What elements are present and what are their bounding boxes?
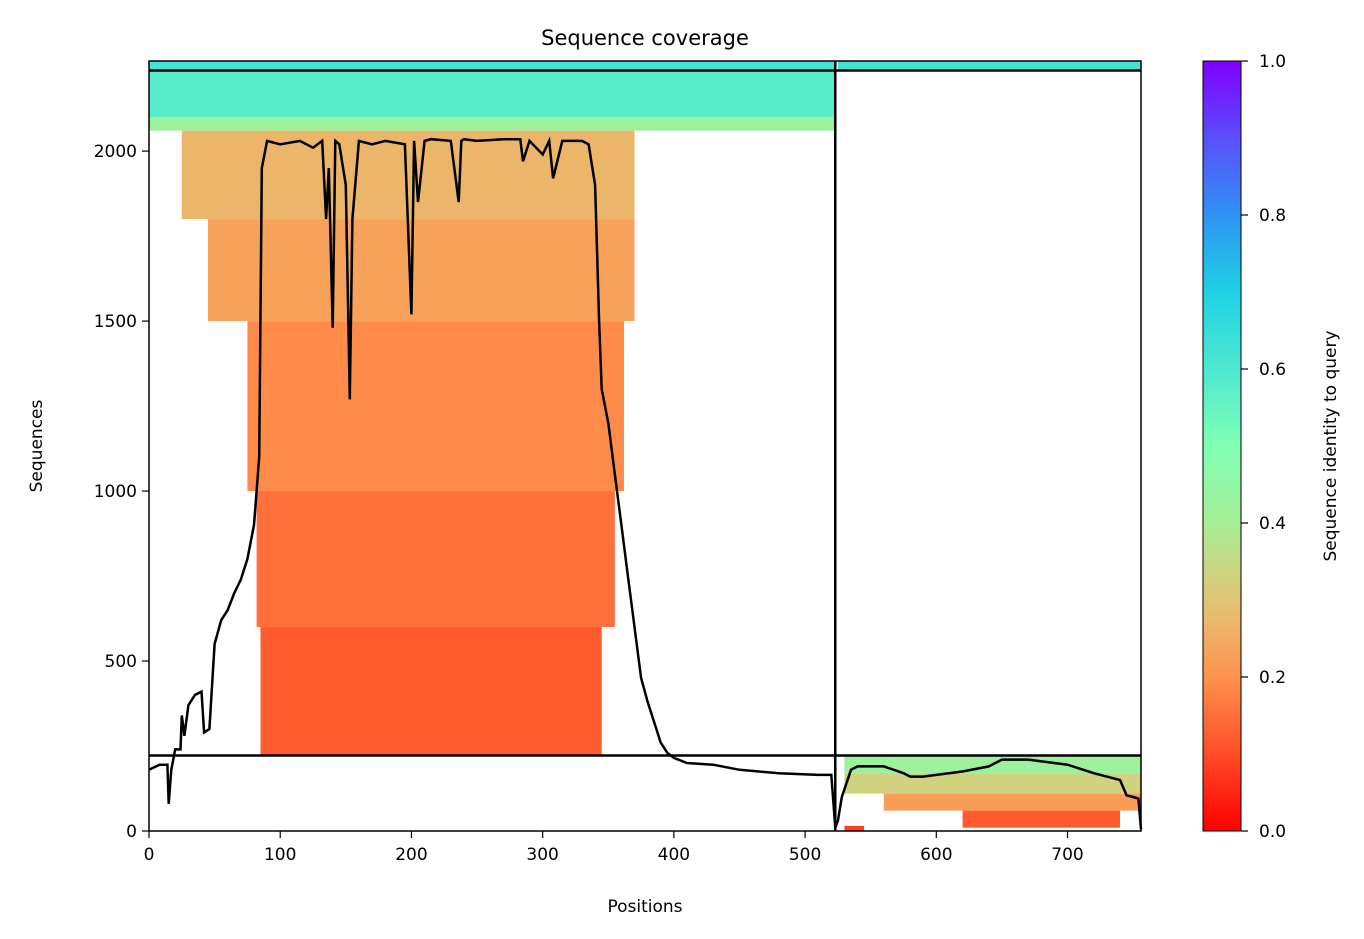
coverage-block bbox=[837, 61, 1141, 71]
chart-title: Sequence coverage bbox=[541, 26, 749, 50]
colorbar-axis: 0.0 0.2 0.4 0.6 0.8 1.0 bbox=[1241, 52, 1286, 842]
coverage-block bbox=[149, 117, 836, 131]
colorbar-tick-label: 0.8 bbox=[1259, 206, 1286, 226]
x-tick-label: 0 bbox=[144, 845, 155, 865]
y-tick-label: 1000 bbox=[94, 482, 137, 502]
coverage-block bbox=[149, 61, 836, 71]
y-axis: 0 500 1000 1500 2000 bbox=[94, 142, 149, 842]
y-tick-label: 1500 bbox=[94, 312, 137, 332]
x-tick-label: 700 bbox=[1051, 845, 1083, 865]
y-axis-label: Sequences bbox=[27, 400, 47, 493]
coverage-block bbox=[260, 627, 602, 756]
plot-frame bbox=[148, 60, 1142, 832]
coverage-block bbox=[149, 70, 836, 118]
section-separators bbox=[149, 61, 1141, 831]
x-tick-label: 600 bbox=[920, 845, 952, 865]
colorbar-tick-label: 0.0 bbox=[1259, 822, 1286, 842]
x-axis: 0 100 200 300 400 500 600 700 bbox=[144, 831, 1084, 865]
x-tick-label: 300 bbox=[526, 845, 558, 865]
x-axis-label: Positions bbox=[607, 897, 682, 917]
coverage-block bbox=[883, 793, 1141, 811]
coverage-line bbox=[148, 136, 1143, 830]
colorbar-label: Sequence identity to query bbox=[1321, 330, 1341, 561]
coverage-heatmap bbox=[149, 61, 1141, 831]
coverage-block bbox=[208, 219, 635, 322]
x-tick-label: 100 bbox=[264, 845, 296, 865]
colorbar-tick-label: 0.4 bbox=[1259, 514, 1286, 534]
colorbar-tick-label: 1.0 bbox=[1259, 52, 1286, 72]
coverage-block bbox=[247, 321, 625, 492]
x-tick-label: 500 bbox=[789, 845, 821, 865]
coverage-block bbox=[844, 825, 865, 831]
colorbar-tick-label: 0.6 bbox=[1259, 360, 1286, 380]
coverage-block bbox=[256, 491, 615, 628]
coverage-block bbox=[844, 773, 1141, 794]
colorbar bbox=[1202, 60, 1242, 832]
colorbar-tick-label: 0.2 bbox=[1259, 668, 1286, 688]
x-tick-label: 400 bbox=[658, 845, 690, 865]
y-tick-label: 500 bbox=[105, 652, 137, 672]
y-tick-label: 0 bbox=[126, 822, 137, 842]
y-tick-label: 2000 bbox=[94, 142, 137, 162]
coverage-block bbox=[962, 810, 1121, 828]
x-tick-label: 200 bbox=[395, 845, 427, 865]
